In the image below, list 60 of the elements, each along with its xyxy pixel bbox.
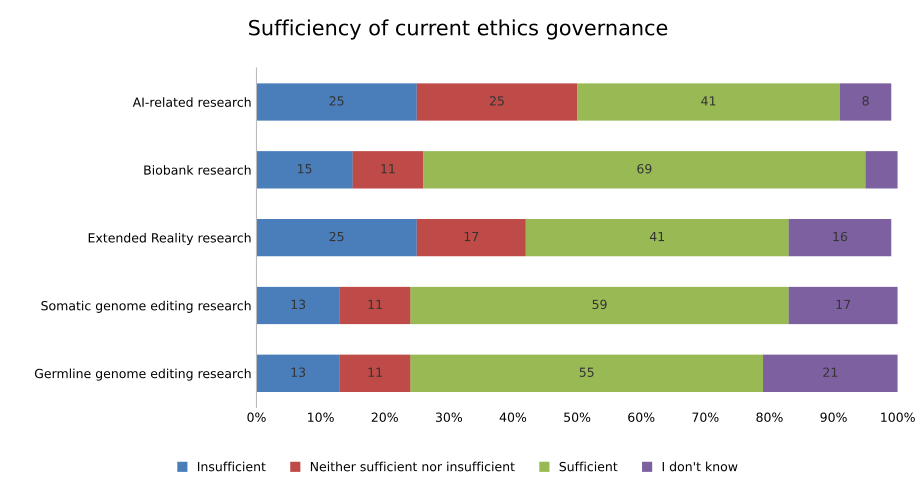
y-tick-label: AI-related research <box>132 97 251 107</box>
bar <box>577 83 840 121</box>
data-label: 11 <box>368 300 382 309</box>
bar <box>340 354 410 392</box>
legend-label: Neither sufficient nor insufficient <box>310 462 515 472</box>
data-label: 15 <box>298 164 312 174</box>
data-label: 21 <box>823 367 838 377</box>
bar <box>423 151 866 188</box>
data-label: 41 <box>650 232 664 242</box>
bar <box>352 151 424 188</box>
bar <box>840 83 892 121</box>
bar <box>788 218 892 256</box>
bar <box>410 286 789 324</box>
bar <box>526 218 789 256</box>
bar <box>410 354 764 392</box>
x-tick-label: 0% <box>247 412 266 422</box>
x-tick-label: 40% <box>500 412 526 422</box>
x-tick-label: 50% <box>564 412 590 422</box>
bar <box>256 151 353 188</box>
data-label: 13 <box>292 300 306 310</box>
data-label: 17 <box>836 300 850 309</box>
bar <box>866 151 898 188</box>
x-tick-label: 20% <box>372 412 398 422</box>
bar <box>416 218 526 256</box>
bar <box>340 286 410 324</box>
data-label: 13 <box>292 367 306 377</box>
data-label: 69 <box>637 164 652 174</box>
data-label: 8 <box>862 96 869 106</box>
x-tick-label: 60% <box>628 412 654 422</box>
data-label: 59 <box>592 300 607 310</box>
y-tick-label: Germline genome editing research <box>34 368 251 381</box>
data-label: 11 <box>368 368 382 377</box>
y-tick-label: Extended Reality research <box>88 232 251 245</box>
data-label: 41 <box>701 96 716 106</box>
data-label: 25 <box>330 232 344 242</box>
x-tick-label: 10% <box>308 412 334 422</box>
bar <box>256 83 417 121</box>
y-tick-label: Somatic genome editing research <box>41 300 251 313</box>
chart-title: Sufficiency of current ethics governance <box>249 19 668 40</box>
bar <box>256 218 417 256</box>
x-tick-label: 100% <box>881 412 915 422</box>
data-label: 25 <box>490 96 504 106</box>
legend-label: Sufficient <box>560 462 618 472</box>
bar <box>416 83 578 121</box>
legend-label: I don't know <box>662 462 738 472</box>
x-tick-label: 70% <box>692 412 719 422</box>
x-tick-label: 30% <box>436 412 462 422</box>
bar <box>788 286 898 324</box>
data-label: 17 <box>464 232 478 242</box>
bar <box>763 354 898 392</box>
data-label: 16 <box>833 232 848 242</box>
legend-label: Insufficient <box>198 462 266 472</box>
data-label: 55 <box>580 368 594 377</box>
data-label: 11 <box>381 164 395 174</box>
x-tick-label: 90% <box>820 412 847 422</box>
data-label: 25 <box>330 96 344 106</box>
bar <box>256 354 340 392</box>
y-tick-label: Biobank research <box>144 165 251 175</box>
x-tick-label: 80% <box>756 412 783 422</box>
bar <box>256 286 340 324</box>
